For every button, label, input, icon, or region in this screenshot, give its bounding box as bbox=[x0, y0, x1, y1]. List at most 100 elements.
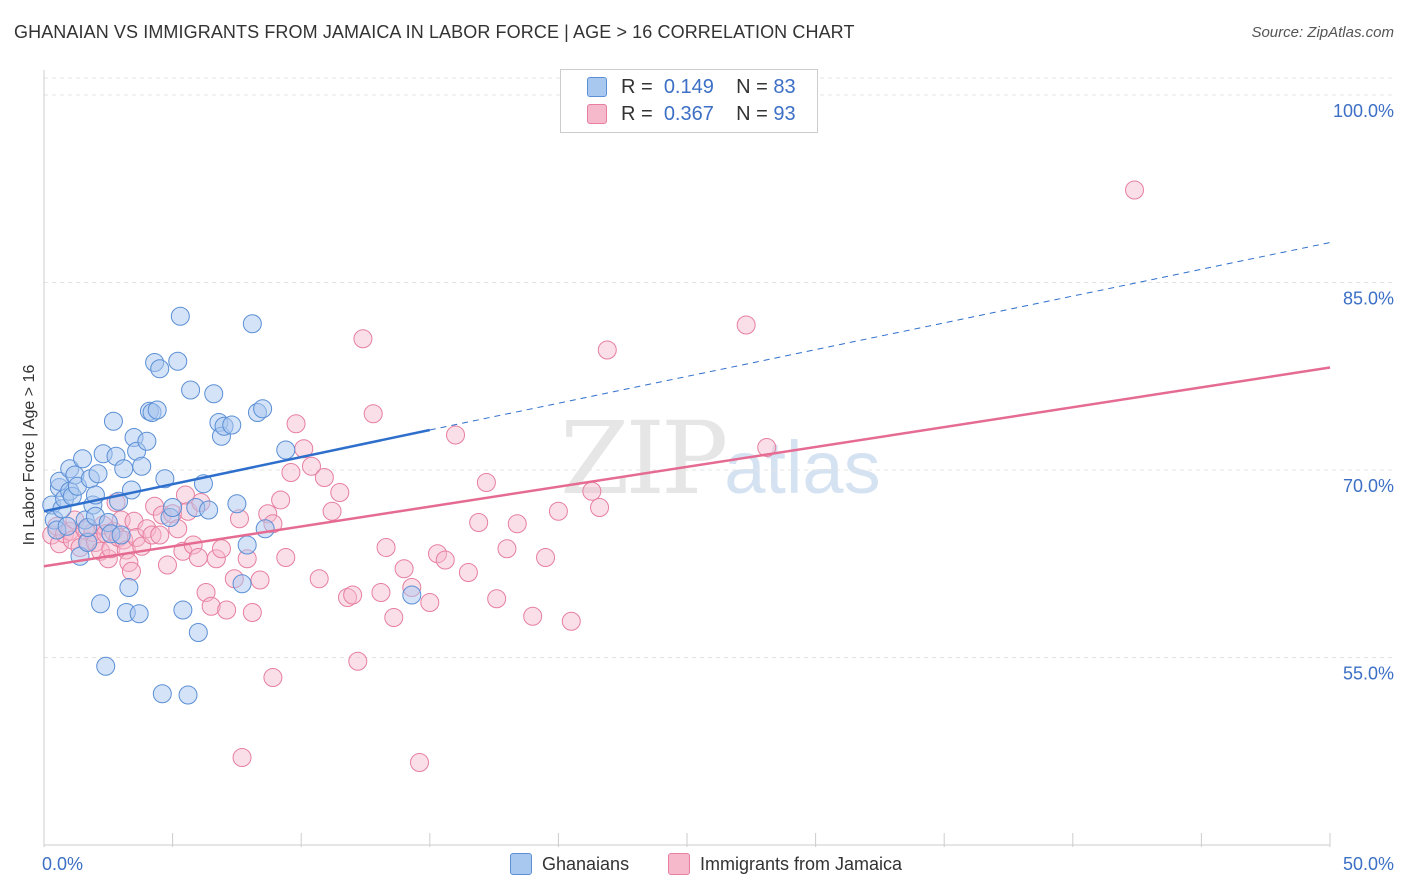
jamaica-point bbox=[548, 501, 568, 521]
jamaica-point bbox=[314, 468, 334, 487]
jamaica-point bbox=[250, 570, 270, 590]
jamaica-point bbox=[157, 555, 177, 575]
ghanaian-point bbox=[253, 399, 273, 419]
ghanaian-point bbox=[137, 431, 157, 451]
jamaica-point bbox=[348, 651, 368, 671]
ghanaian-point bbox=[237, 535, 257, 555]
ghanaian-point bbox=[111, 525, 131, 545]
jamaica-point bbox=[446, 425, 466, 445]
ghanaian-point bbox=[204, 384, 224, 404]
source-label: Source: ZipAtlas.com bbox=[1251, 24, 1394, 41]
jamaica-point bbox=[337, 588, 357, 607]
ghanaian-point bbox=[91, 594, 111, 614]
jamaica-point bbox=[420, 593, 440, 612]
jamaica-point bbox=[211, 539, 231, 559]
jamaica-point bbox=[590, 498, 610, 517]
jamaica-point bbox=[242, 603, 262, 622]
legend-r-value: 0.367 bbox=[663, 102, 714, 125]
grid-lines bbox=[44, 77, 1394, 658]
ghanaian-point bbox=[232, 574, 252, 594]
ghanaian-point bbox=[119, 578, 139, 597]
jamaica-point bbox=[371, 583, 391, 602]
ghanaian-point bbox=[129, 604, 149, 624]
correlation-legend: R = 0.149 N = 83 R = 0.367 N = 93 bbox=[560, 69, 818, 133]
jamaica-point bbox=[384, 608, 404, 627]
jamaica-point bbox=[497, 539, 517, 559]
jamaica-trend-line bbox=[43, 366, 1331, 568]
ghanaian-points bbox=[42, 306, 422, 705]
legend-row-jamaica: R = 0.367 N = 93 bbox=[587, 101, 796, 127]
jamaica-point bbox=[536, 548, 556, 567]
ghanaian-point bbox=[132, 456, 152, 476]
jamaica-point bbox=[1125, 180, 1145, 200]
legend-swatch-blue bbox=[587, 77, 607, 97]
jamaica-point bbox=[276, 548, 296, 567]
jamaica-point bbox=[201, 596, 221, 616]
tick-labels: 55.0% 70.0% 85.0% 100.0% 0.0% 50.0% bbox=[42, 101, 1394, 874]
legend-n-value: 93 bbox=[773, 102, 796, 125]
jamaica-point bbox=[736, 315, 756, 335]
y-axis-label: In Labor Force | Age > 16 bbox=[21, 364, 38, 546]
jamaica-point bbox=[330, 483, 350, 502]
ghanaian-point bbox=[178, 685, 198, 705]
jamaica-point bbox=[428, 544, 448, 564]
axes bbox=[43, 70, 1331, 847]
ghanaian-point bbox=[147, 400, 167, 420]
jamaica-point bbox=[286, 414, 306, 434]
jamaica-point bbox=[301, 456, 321, 476]
ghanaian-point bbox=[57, 516, 77, 536]
ghanaian-point bbox=[255, 519, 275, 539]
y-tick-label: 55.0% bbox=[1343, 664, 1394, 684]
ghanaian-point bbox=[173, 600, 193, 620]
ghanaian-point bbox=[402, 585, 422, 605]
y-tick-label: 85.0% bbox=[1343, 289, 1394, 309]
bottom-legend-ghanaians: Ghanaians bbox=[510, 851, 629, 877]
jamaica-point bbox=[121, 561, 141, 581]
jamaica-point bbox=[410, 753, 430, 772]
jamaica-point bbox=[487, 589, 507, 609]
ghanaian-point bbox=[170, 306, 190, 326]
ghanaian-point bbox=[163, 498, 183, 517]
ghanaian-point bbox=[155, 469, 175, 489]
legend-r-label: R = bbox=[621, 102, 653, 125]
jamaica-point bbox=[150, 525, 170, 545]
jamaica-point bbox=[435, 550, 455, 570]
ghanaian-point bbox=[121, 480, 141, 500]
jamaica-point bbox=[271, 490, 291, 510]
jamaica-point bbox=[561, 611, 581, 631]
ghanaian-point bbox=[222, 415, 242, 435]
chart-title: GHANAIAN VS IMMIGRANTS FROM JAMAICA IN L… bbox=[14, 22, 855, 42]
ghanaian-trend-extension bbox=[429, 242, 1331, 431]
jamaica-point bbox=[469, 513, 489, 532]
jamaica-point bbox=[394, 559, 414, 579]
jamaica-point bbox=[309, 569, 329, 589]
jamaica-point bbox=[757, 438, 777, 457]
legend-swatch-pink bbox=[587, 104, 607, 124]
jamaica-point bbox=[523, 606, 543, 626]
jamaica-point bbox=[322, 501, 342, 521]
jamaica-point bbox=[206, 549, 226, 569]
ghanaian-trend-line bbox=[43, 428, 431, 513]
bottom-legend-label: Immigrants from Jamaica bbox=[700, 853, 903, 874]
legend-row-ghanaians: R = 0.149 N = 83 bbox=[587, 74, 796, 100]
jamaica-point bbox=[476, 473, 496, 492]
bottom-swatch-blue bbox=[510, 853, 532, 875]
ghanaian-point bbox=[73, 449, 93, 469]
ghanaian-point bbox=[150, 359, 170, 379]
jamaica-point bbox=[507, 514, 527, 534]
ghanaian-point bbox=[96, 656, 116, 676]
jamaica-point bbox=[188, 548, 208, 567]
bottom-legend-jamaica: Immigrants from Jamaica bbox=[668, 851, 902, 877]
ghanaian-point bbox=[181, 380, 201, 400]
y-tick-label: 70.0% bbox=[1343, 476, 1394, 496]
jamaica-point bbox=[263, 668, 283, 687]
jamaica-point bbox=[376, 538, 396, 557]
ghanaian-point bbox=[88, 464, 108, 484]
x-tick-label: 50.0% bbox=[1343, 854, 1394, 874]
jamaica-point bbox=[175, 485, 195, 505]
x-tick-label: 0.0% bbox=[42, 854, 83, 874]
ghanaian-point bbox=[103, 411, 123, 431]
ghanaian-point bbox=[152, 684, 172, 704]
y-tick-label: 100.0% bbox=[1333, 101, 1394, 121]
